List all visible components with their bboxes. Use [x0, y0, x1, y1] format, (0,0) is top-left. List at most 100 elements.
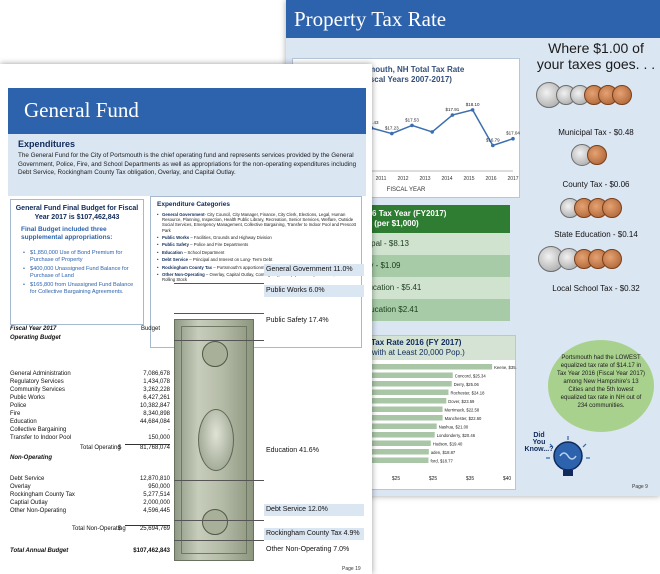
- row-label: Public Works: [10, 395, 45, 401]
- total-nonop-label: Total Non-Operating: [72, 526, 126, 532]
- row-label: Fire: [10, 411, 21, 417]
- equalized-chart-title: lized Tax Rate 2016 (FY 2017): [351, 338, 462, 347]
- penny-coin: [602, 198, 622, 218]
- equalized-chart-subtitle: nities with at Least 20,000 Pop.): [351, 348, 465, 357]
- dollar-segment-label: General Government 11.0%: [264, 264, 364, 276]
- category-name: Rockingham County Tax: [162, 264, 213, 270]
- dollar-segment-label: Debt Service 12.0%: [264, 504, 364, 516]
- row-value: 5,277,514: [143, 492, 170, 498]
- table-row: General Administration 7,086,678: [10, 371, 170, 379]
- tax-rate-data-label: $17.23: [385, 126, 399, 131]
- category-item: Public Works – Facilities, Grounds and H…: [157, 235, 357, 240]
- row-value: 7,086,678: [143, 371, 170, 377]
- equalized-bar: [359, 372, 453, 378]
- dollar-segment-label: Public Safety 17.4%: [266, 317, 329, 324]
- currency-sign: $: [118, 526, 122, 532]
- equalized-bar: [359, 415, 443, 421]
- general-fund-title: General Fund: [24, 98, 139, 122]
- category-desc: - City Council, City Manager, Finance, C…: [162, 212, 356, 233]
- chart-title: Portsmouth, NH Total Tax Rate (Fiscal Ye…: [293, 65, 519, 85]
- general-fund-header: General Fund: [8, 88, 366, 134]
- tax-rate-point: [430, 130, 434, 134]
- coins-municipal: [536, 82, 632, 108]
- table-row: Captial Outlay 2,000,000: [10, 500, 170, 508]
- segment-divider: [174, 540, 264, 541]
- did-text: Did: [533, 432, 545, 439]
- equalized-bar: [359, 432, 435, 438]
- equalized-bar-chart: Keene, $35.98 Concord, $25.34 Derry, $25.0…: [356, 364, 517, 482]
- total-nonop-row: Total Non-Operating $ 25,694,769: [10, 526, 170, 534]
- row-value: 6,427,261: [143, 395, 170, 401]
- bill-portrait: [198, 409, 234, 471]
- tax-rate-data-label: $18.10: [466, 102, 480, 107]
- equalized-bar-label: Nashua, $21.00: [439, 424, 469, 429]
- equalized-bar: [359, 389, 449, 395]
- segment-divider: [174, 283, 264, 284]
- tax-rate-data-label: $17.04: [506, 131, 520, 136]
- equalized-bar-label: Hudson, $19.40: [433, 441, 463, 446]
- tax-rate-point: [491, 143, 495, 148]
- category-item: Public Safety – Police and Fire Departme…: [157, 242, 357, 247]
- you-text: You: [532, 439, 546, 446]
- equalized-bar: [359, 381, 452, 387]
- tax-table-header-line2: 17.04 (per $1,000): [352, 219, 419, 228]
- total-rule: [125, 525, 170, 526]
- equalized-x-tick: $25: [429, 476, 438, 482]
- annual-total-row: Total Annual Budget $107,462,843: [10, 548, 170, 556]
- expenditures-text: The General Fund for the City of Portsmo…: [18, 152, 357, 176]
- tax-row-local-education: cal Education $2.41: [346, 299, 510, 321]
- final-budget-subtitle: Final Budget included three supplemental…: [21, 226, 113, 241]
- tax-rate-point: [450, 113, 455, 117]
- category-item: Debt Service – Principal and Interest on…: [157, 257, 357, 262]
- table-row: Transfer to Indoor Pool 150,000: [10, 435, 170, 443]
- operating-budget-label: Operating Budget: [10, 335, 61, 341]
- property-tax-page: Property Tax Rate $16.98$16.99$17.43$17.…: [286, 0, 660, 496]
- table-header-row: Fiscal Year 2017 Budget: [10, 326, 170, 334]
- where-dollar-goes-title: Where $1.00 of your taxes goes. . .: [536, 40, 656, 72]
- equalized-bar: [359, 364, 493, 370]
- did-you-know-label: Did You Know...?: [514, 432, 564, 482]
- state-education-label: State Education - $0.14: [554, 230, 638, 239]
- category-name: Other Non-Operating: [162, 271, 205, 277]
- segment-divider: [174, 520, 264, 521]
- category-name: General Government: [162, 212, 205, 217]
- row-value: 3,262,228: [143, 387, 170, 393]
- general-fund-page: General Fund Expenditures The General Fu…: [0, 64, 372, 574]
- equalized-bar: [359, 449, 429, 455]
- category-item: General Government- City Council, City M…: [157, 212, 357, 233]
- segment-divider: [174, 480, 264, 481]
- category-desc: – Police and Fire Departments: [188, 242, 249, 248]
- row-label: Debt Service: [10, 476, 45, 482]
- bill-seal-icon: [202, 341, 228, 367]
- equalized-bar-label: ford, $18.77: [430, 458, 453, 463]
- non-operating-label: Non-Operating: [10, 455, 52, 461]
- row-value: 44,684,084: [139, 419, 170, 425]
- appropriation-item: $165,800 from Unassigned Fund Balance fo…: [23, 282, 141, 296]
- x-tick-label: 2014: [441, 176, 452, 182]
- row-label: Rockingham County Tax: [10, 492, 75, 498]
- row-label: Overlay: [10, 484, 31, 490]
- row-value: 12,870,810: [139, 476, 170, 482]
- penny-coin: [612, 85, 632, 105]
- chart-title-line1: Portsmouth, NH Total Tax Rate: [347, 65, 465, 74]
- category-desc: – School Department: [182, 249, 225, 255]
- table-row: Education 44,684,084: [10, 419, 170, 427]
- chart-x-axis-label: FISCAL YEAR: [386, 187, 426, 193]
- tax-rate-data-label: $17.91: [446, 107, 460, 112]
- property-tax-title: Property Tax Rate: [294, 7, 447, 31]
- tax-rate-point: [511, 136, 515, 141]
- appropriations-list: $1,850,000 Use of Bond Premium for Purch…: [23, 250, 141, 298]
- know-text: Know...?: [524, 446, 554, 453]
- tax-rate-data-label: $16.79: [486, 138, 500, 143]
- category-name: Public Works: [162, 235, 190, 240]
- dollar-segment-label: Other Non-Operating 7.0%: [266, 546, 350, 553]
- operating-section-row: Operating Budget: [10, 335, 170, 343]
- category-desc: – Facilities, Grounds and Highway Divisi…: [189, 235, 272, 240]
- expenditures-heading: Expenditures: [18, 139, 76, 149]
- row-label: General Administration: [10, 371, 71, 377]
- equalized-bar-label: aden, $18.87: [431, 450, 456, 455]
- row-value: 8,340,898: [143, 411, 170, 417]
- total-operating-label: Total Operating: [80, 445, 121, 451]
- county-tax-label: County Tax - $0.06: [562, 180, 630, 189]
- appropriation-item: $400,000 Unassigned Fund Balance for Pur…: [23, 266, 141, 280]
